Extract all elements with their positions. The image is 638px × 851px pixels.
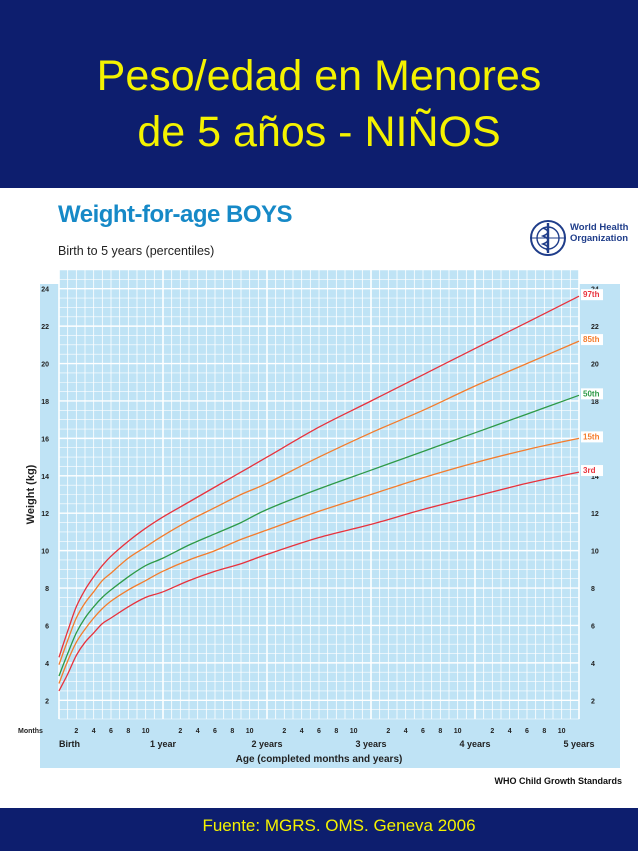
x-month-tick-label: 8 (230, 728, 234, 735)
slide-title: Peso/edad en Menores de 5 años - NIÑOS (0, 48, 638, 160)
x-month-tick-label: 4 (196, 728, 200, 735)
y-tick-label-left: 24 (41, 287, 49, 294)
y-tick-label-right: 8 (591, 586, 595, 593)
series-label-15th: 15th (583, 432, 600, 441)
series-line-3rd (58, 471, 580, 692)
x-month-tick-label: 8 (334, 728, 338, 735)
y-tick-label-right: 10 (591, 549, 599, 556)
who-org-name-line1: World Health (570, 222, 629, 233)
x-month-tick-label: 10 (350, 728, 358, 735)
x-month-tick-label: 2 (386, 728, 390, 735)
x-month-tick-label: 2 (490, 728, 494, 735)
slide-header: Peso/edad en Menores de 5 años - NIÑOS (0, 0, 638, 188)
who-org-name: World Health Organization (570, 222, 634, 244)
x-month-tick-label: 4 (404, 728, 408, 735)
x-month-tick-label: 10 (558, 728, 566, 735)
y-tick-label-left: 20 (41, 362, 49, 369)
x-year-label: 2 years (251, 739, 282, 749)
y-tick-label-left: 8 (45, 586, 49, 593)
y-tick-label-right: 18 (591, 399, 599, 406)
x-month-tick-label: 10 (246, 728, 254, 735)
slide-footer: Fuente: MGRS. OMS. Geneva 2006 (0, 808, 638, 851)
y-tick-label-left: 18 (41, 399, 49, 406)
y-tick-label-right: 12 (591, 511, 599, 518)
slide-title-line2: de 5 años - NIÑOS (137, 108, 501, 156)
series-label-50th: 50th (583, 389, 600, 398)
x-month-tick-label: 8 (126, 728, 130, 735)
slide-title-line1: Peso/edad en Menores (96, 52, 542, 100)
x-month-tick-label: 4 (300, 728, 304, 735)
y-tick-label-left: 4 (45, 661, 49, 668)
y-tick-label-left: 12 (41, 511, 49, 518)
series-label-bg (581, 388, 603, 400)
y-tick-label-left: 10 (41, 549, 49, 556)
series-label-85th: 85th (583, 335, 600, 344)
x-month-tick-label: 6 (317, 728, 321, 735)
x-year-label: 5 years (563, 739, 594, 749)
x-month-tick-label: 10 (454, 728, 462, 735)
x-month-tick-label: 4 (92, 728, 96, 735)
y-tick-label-right: 4 (591, 661, 595, 668)
x-month-tick-label: 6 (421, 728, 425, 735)
y-tick-label-left: 22 (41, 324, 49, 331)
y-axis-title: Weight (kg) (25, 464, 37, 524)
x-month-tick-label: 8 (542, 728, 546, 735)
weight-for-age-chart: 2244668810101212141416161818202022222424… (18, 269, 620, 768)
y-tick-label-left: 14 (41, 474, 49, 481)
chart-title: Weight-for-age BOYS (58, 201, 293, 228)
y-tick-label-right: 22 (591, 324, 599, 331)
x-year-label: 1 year (150, 739, 177, 749)
y-tick-label-right: 20 (591, 362, 599, 369)
x-month-tick-label: 6 (525, 728, 529, 735)
x-month-tick-label: 2 (74, 728, 78, 735)
y-tick-label-right: 6 (591, 623, 595, 630)
series-label-bg (581, 289, 603, 301)
who-standards-label: WHO Child Growth Standards (494, 776, 623, 786)
series-label-3rd: 3rd (583, 466, 596, 475)
x-year-label: 4 years (459, 739, 490, 749)
series-label-97th: 97th (583, 290, 600, 299)
series-line-85th (58, 340, 580, 665)
y-tick-label-left: 16 (41, 436, 49, 443)
series-line-15th (58, 437, 580, 684)
y-tick-label-right: 2 (591, 698, 595, 705)
x-month-tick-label: 6 (213, 728, 217, 735)
series-label-bg (581, 465, 603, 477)
series-label-bg (581, 431, 603, 443)
who-logo-icon (530, 220, 566, 256)
x-axis-title: Age (completed months and years) (236, 754, 403, 765)
x-month-tick-label: 2 (178, 728, 182, 735)
source-note: Fuente: MGRS. OMS. Geneva 2006 (202, 816, 476, 835)
who-org-name-line2: Organization (570, 233, 629, 244)
series-line-50th (58, 394, 580, 677)
series-line-97th (58, 295, 580, 658)
chart-subtitle: Birth to 5 years (percentiles) (58, 244, 215, 258)
months-label: Months (18, 728, 43, 735)
y-tick-label-left: 6 (45, 623, 49, 630)
y-tick-label-right: 14 (591, 474, 599, 481)
x-month-tick-label: 10 (142, 728, 150, 735)
y-tick-label-left: 2 (45, 698, 49, 705)
series-label-bg (581, 334, 603, 346)
x-month-tick-label: 4 (508, 728, 512, 735)
x-year-label: Birth (59, 739, 80, 749)
x-year-label: 3 years (355, 739, 386, 749)
x-month-tick-label: 2 (282, 728, 286, 735)
x-month-tick-label: 6 (109, 728, 113, 735)
x-month-tick-label: 8 (438, 728, 442, 735)
